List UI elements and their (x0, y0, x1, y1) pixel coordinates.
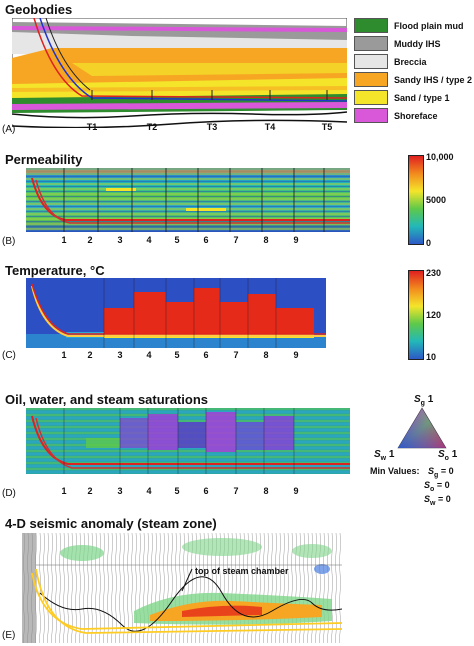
legend-label: Shoreface (394, 110, 438, 121)
column-label: 3 (117, 486, 123, 496)
legend-label: Sandy IHS / type 2 (393, 74, 473, 85)
column-label: 7 (233, 235, 239, 245)
column-labels: 1 2 3 4 5 6 7 8 9 (26, 235, 350, 247)
ternary-right-label: So 1 (438, 449, 458, 462)
column-label: 7 (233, 350, 239, 360)
panel-b-label: (B) (2, 236, 16, 247)
seismic-section (22, 533, 342, 643)
temperature-section (26, 278, 326, 348)
min-values-block: Min Values: Sg = 0 So = 0 Sw = 0 (370, 466, 454, 507)
column-labels: 1 2 3 4 5 6 7 8 9 (26, 486, 350, 498)
steam-chamber-annotation: top of steam chamber (195, 566, 289, 576)
column-label: 9 (293, 350, 299, 360)
ternary-triangle (397, 407, 447, 449)
column-label: 5 (174, 350, 180, 360)
column-label: 8 (263, 235, 269, 245)
well-label: T1 (86, 122, 98, 132)
panel-c-title: Temperature, °C (5, 263, 105, 278)
ternary-right-value: 1 (451, 449, 458, 460)
column-labels: 1 2 3 4 5 6 7 8 9 (26, 350, 350, 362)
ternary-left-value: 1 (388, 449, 395, 460)
legend-swatch (354, 108, 388, 123)
legend-label: Breccia (394, 56, 427, 67)
min-sw: = 0 (437, 493, 451, 504)
legend-swatch (354, 54, 388, 69)
column-label: 4 (146, 350, 152, 360)
legend-item: Sand / type 1 (354, 90, 450, 105)
well-label: T3 (206, 122, 218, 132)
saturation-section (26, 408, 350, 474)
legend-label: Sand / type 1 (394, 92, 450, 103)
geobodies-plot (12, 18, 347, 128)
seismic-plot (22, 533, 342, 643)
column-label: 1 (61, 350, 67, 360)
legend-item: Flood plain mud (354, 18, 464, 33)
column-label: 6 (203, 235, 209, 245)
colorbar-mid: 120 (426, 310, 442, 320)
column-label: 2 (87, 235, 93, 245)
well-label: T4 (264, 122, 276, 132)
column-label: 4 (146, 486, 152, 496)
legend-swatch (354, 90, 388, 105)
column-label: 7 (233, 486, 239, 496)
colorbar-mid: 5000 (426, 195, 447, 205)
column-label: 1 (61, 235, 67, 245)
legend-item: Shoreface (354, 108, 438, 123)
permeability-plot (26, 168, 350, 232)
column-label: 4 (146, 235, 152, 245)
panel-b-title: Permeability (5, 152, 83, 167)
panel-d-title: Oil, water, and steam saturations (5, 392, 209, 407)
legend-swatch (354, 18, 388, 33)
well-labels: T1 T2 T3 T4 T5 (12, 122, 347, 136)
ternary-top-label: Sg 1 (414, 394, 434, 407)
column-label: 9 (293, 486, 299, 496)
ternary-legend: Sg 1 Sw 1 So 1 (374, 394, 470, 466)
column-label: 2 (87, 350, 93, 360)
panel-a-label: (A) (2, 124, 16, 135)
panel-e-label: (E) (2, 630, 16, 641)
colorbar-max: 230 (426, 268, 442, 278)
colorbar-max: 10,000 (426, 152, 454, 162)
min-sg: = 0 (440, 466, 454, 476)
permeability-colorbar (408, 155, 424, 245)
temperature-plot (26, 278, 326, 348)
column-label: 6 (203, 350, 209, 360)
colorbar-min: 10 (426, 352, 437, 362)
ternary-top-value: 1 (427, 394, 434, 405)
well-label: T5 (321, 122, 333, 132)
column-label: 9 (293, 235, 299, 245)
column-label: 6 (203, 486, 209, 496)
legend-swatch (354, 72, 388, 87)
permeability-section (26, 168, 350, 232)
panel-c-label: (C) (2, 350, 16, 361)
legend-swatch (354, 36, 388, 51)
column-label: 3 (117, 350, 123, 360)
legend-item: Sandy IHS / type 2 (354, 72, 472, 87)
column-label: 5 (174, 235, 180, 245)
min-so: = 0 (436, 479, 450, 490)
legend-label: Flood plain mud (394, 20, 464, 31)
saturation-plot (26, 408, 350, 474)
column-label: 5 (174, 486, 180, 496)
column-label: 8 (263, 350, 269, 360)
column-label: 8 (263, 486, 269, 496)
ternary-left-label: Sw 1 (374, 449, 395, 462)
geobodies-legend: Flood plain mud Muddy IHS Breccia Sandy … (354, 18, 472, 130)
geobodies-section (12, 18, 347, 128)
well-label: T2 (146, 122, 158, 132)
min-values-heading: Min Values: (370, 466, 420, 476)
column-label: 1 (61, 486, 67, 496)
legend-label: Muddy IHS (394, 38, 441, 49)
column-label: 3 (117, 235, 123, 245)
column-label: 2 (87, 486, 93, 496)
panel-e-title: 4-D seismic anomaly (steam zone) (5, 516, 217, 531)
temperature-colorbar (408, 270, 424, 360)
legend-item: Breccia (354, 54, 427, 69)
colorbar-min: 0 (426, 238, 432, 248)
panel-d-label: (D) (2, 488, 16, 499)
panel-a-title: Geobodies (5, 2, 73, 17)
legend-item: Muddy IHS (354, 36, 441, 51)
